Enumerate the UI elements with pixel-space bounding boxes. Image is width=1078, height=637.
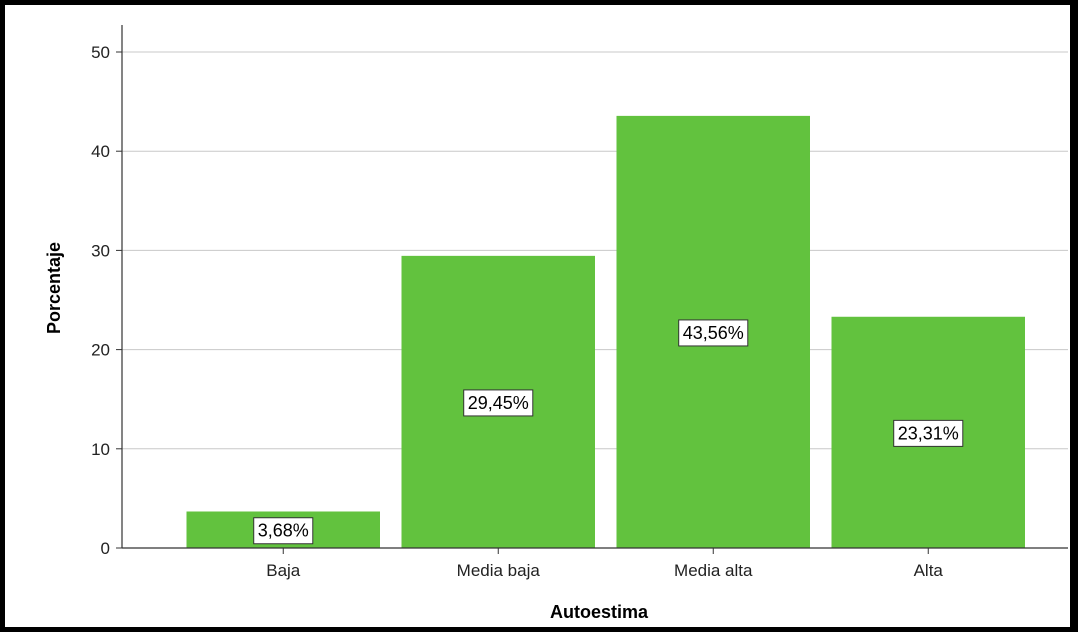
data-label-text: 29,45% [468,393,529,413]
y-axis-ticks: 0 10 20 30 40 50 [91,43,122,558]
y-tick-label: 40 [91,142,110,161]
y-tick-label: 0 [101,539,110,558]
y-tick-label: 50 [91,43,110,62]
y-tick-label: 20 [91,341,110,360]
data-label-box [893,419,964,447]
x-tick-label: Media baja [457,561,541,580]
y-tick-label: 30 [91,241,110,260]
data-label: 29,45% [463,389,534,417]
data-label-text: 3,68% [258,521,309,541]
data-label: 43,56% [678,319,749,347]
data-label-text: 23,31% [898,423,959,443]
data-label: 23,31% [893,419,964,447]
data-labels: 3,68% 29,45% 43,56% 23,31% [253,319,964,545]
data-label-box [253,517,314,545]
data-label-box [463,389,534,417]
y-axis-title: Porcentaje [44,242,64,334]
data-label-text: 43,56% [683,323,744,343]
y-tick-label: 10 [91,440,110,459]
x-tick-label: Alta [914,561,944,580]
x-axis-ticks: Baja Media baja Media alta Alta [266,548,943,580]
data-label: 3,68% [253,517,314,545]
x-tick-label: Media alta [674,561,753,580]
bars [186,115,1025,548]
x-tick-label: Baja [266,561,301,580]
data-label-box [678,319,749,347]
x-axis-title: Autoestima [550,602,649,622]
bar-chart: 0 10 20 30 40 50 Baja Media baja Media alta Alta… [44,25,1068,622]
